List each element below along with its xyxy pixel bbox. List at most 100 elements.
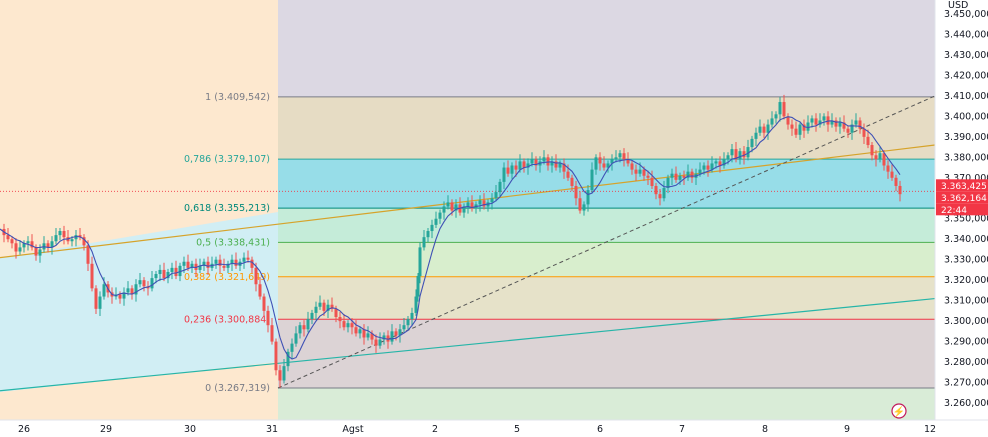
candle-body [886, 165, 890, 172]
candle-body [858, 120, 862, 129]
candle-body [174, 267, 178, 277]
candle-body [22, 243, 26, 248]
candle-body [330, 304, 334, 309]
candle-body [266, 310, 270, 326]
candle-body [226, 263, 230, 268]
candle-body [542, 157, 546, 162]
candle-body [46, 243, 50, 248]
candle-body [358, 329, 362, 334]
candle-body [406, 319, 410, 326]
candle-body [342, 321, 346, 328]
x-tick-label: 29 [100, 424, 112, 435]
y-tick-label: 3.370,000 [944, 173, 988, 184]
candle-body [390, 331, 394, 342]
candle-body [470, 202, 474, 209]
candle-body [318, 302, 322, 307]
candle-body [306, 319, 310, 330]
candle-body [278, 370, 282, 381]
candle-body [534, 159, 538, 166]
candle-body [370, 333, 374, 340]
candle-body [58, 231, 62, 236]
y-tick-label: 3.280,000 [944, 357, 988, 368]
candle-body [670, 173, 674, 178]
candle-body [610, 159, 614, 164]
candle-body [366, 333, 370, 338]
x-tick-label: 26 [18, 424, 30, 435]
candle-body [570, 177, 574, 186]
y-tick-label: 3.330,000 [944, 255, 988, 266]
candle-body [890, 171, 894, 178]
candle-body [54, 235, 58, 242]
candle-body [198, 265, 202, 270]
candle-body [26, 241, 30, 244]
fib-band [278, 96, 935, 160]
candle-body [634, 169, 638, 174]
candle-body [602, 163, 606, 168]
candle-body [842, 122, 846, 129]
candle-body [402, 325, 406, 330]
candle-body [518, 161, 522, 170]
candle-body [846, 128, 850, 133]
candle-body [138, 280, 142, 285]
y-tick-label: 3.390,000 [944, 132, 988, 143]
currency-label: USD [948, 0, 968, 11]
candle-body [338, 317, 342, 322]
y-tick-label: 3.430,000 [944, 50, 988, 61]
candle-body [582, 204, 586, 211]
candle-body [258, 284, 262, 297]
candle-body [794, 128, 798, 135]
candle-body [430, 224, 434, 232]
time-axis-panel [0, 420, 988, 437]
candle-body [14, 243, 18, 252]
candle-body [706, 165, 710, 170]
candle-body [230, 259, 234, 264]
x-tick-label: 9 [844, 424, 850, 435]
candle-body [770, 118, 774, 125]
moving-average-line [0, 116, 901, 360]
candle-body [894, 177, 898, 186]
candle-body [650, 177, 654, 186]
candle-body [126, 288, 130, 293]
y-tick-label: 3.380,000 [944, 152, 988, 163]
candle-body [462, 206, 466, 213]
fib-label: 0 (3.267,319) [205, 383, 270, 394]
price-badge-text: 3.363,425 [941, 182, 987, 192]
candle-body [814, 118, 818, 125]
candle-body [838, 122, 842, 127]
candle-body [586, 190, 590, 205]
candle-body [86, 245, 90, 264]
candle-body [438, 212, 442, 219]
x-tick-label: Agst [342, 424, 363, 435]
candle-body [418, 247, 422, 277]
fib-label: 0,786 (3.379,107) [184, 154, 270, 165]
candle-body [350, 323, 354, 328]
candle-body [558, 163, 562, 168]
candle-body [774, 114, 778, 119]
candle-body [722, 159, 726, 166]
fib-band-below [278, 388, 935, 420]
candle-body [482, 200, 486, 207]
price-badge [936, 179, 988, 192]
candle-body [786, 116, 790, 125]
lightning-icon[interactable] [891, 403, 907, 419]
y-tick-label: 3.350,000 [944, 214, 988, 225]
candle-body [754, 132, 758, 139]
candle-body [186, 261, 190, 268]
candle-body [322, 302, 326, 311]
price-badge-text: 3.362,164 [941, 194, 987, 204]
candle-body [362, 329, 366, 338]
candle-body [526, 163, 530, 168]
candle-body [262, 296, 266, 311]
candle-body [598, 157, 602, 164]
candle-body [658, 194, 662, 199]
candle-body [638, 169, 642, 174]
candle-body [898, 185, 902, 195]
x-tick-label: 5 [514, 424, 520, 435]
candle-body [102, 284, 106, 297]
candle-body [122, 292, 126, 299]
candle-body [142, 280, 146, 287]
candle-body [702, 165, 706, 170]
candle-body [70, 239, 74, 242]
candle-body [190, 263, 194, 268]
